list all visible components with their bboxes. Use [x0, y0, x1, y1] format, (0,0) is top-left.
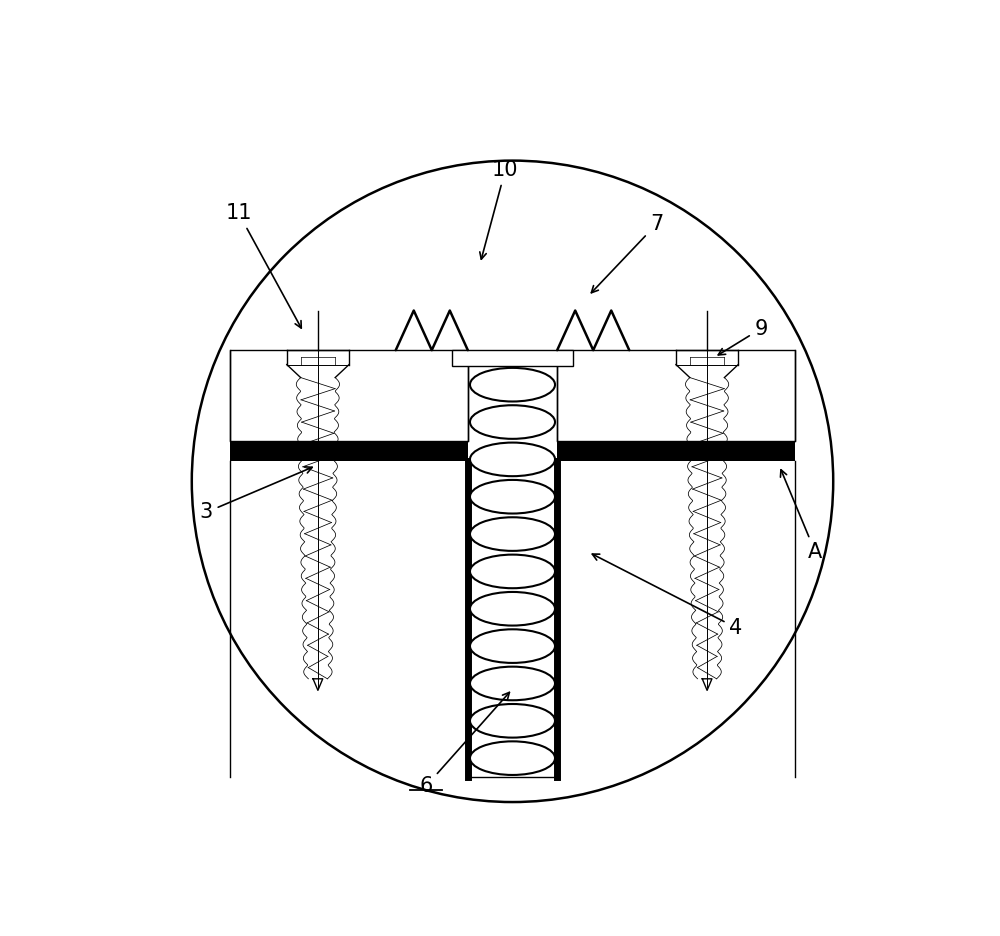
Bar [468, 461, 557, 777]
Text: 10: 10 [480, 160, 519, 259]
Ellipse shape [470, 666, 555, 700]
Bar [452, 350, 573, 366]
Text: A: A [780, 470, 822, 562]
Text: 3: 3 [200, 467, 312, 522]
Text: 7: 7 [591, 214, 663, 293]
Text: 4: 4 [592, 554, 743, 637]
Ellipse shape [470, 592, 555, 625]
Bar [557, 441, 795, 461]
Ellipse shape [470, 704, 555, 738]
Ellipse shape [470, 405, 555, 439]
Ellipse shape [470, 443, 555, 476]
Ellipse shape [470, 555, 555, 588]
Text: 11: 11 [225, 203, 301, 328]
Ellipse shape [470, 368, 555, 402]
Ellipse shape [470, 480, 555, 514]
Ellipse shape [470, 629, 555, 663]
Text: 9: 9 [718, 318, 768, 355]
Ellipse shape [470, 518, 555, 551]
Bar [557, 350, 795, 441]
Ellipse shape [470, 741, 555, 775]
Bar [230, 350, 468, 441]
Text: 6: 6 [419, 693, 509, 797]
Bar [230, 441, 468, 461]
